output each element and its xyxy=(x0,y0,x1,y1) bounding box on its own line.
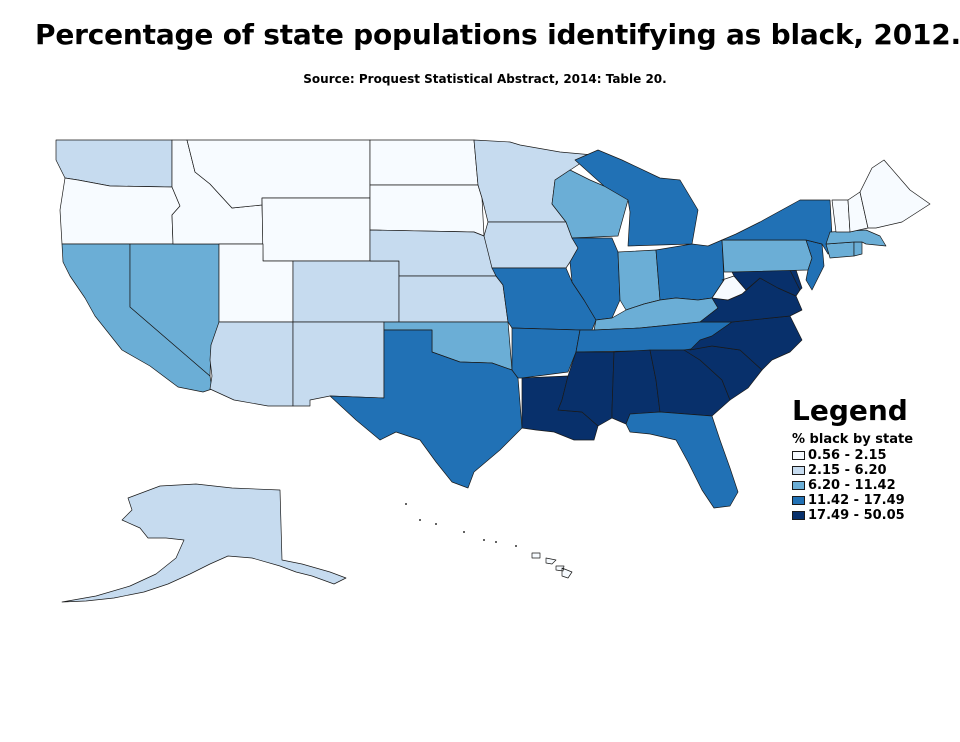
state-SD[interactable] xyxy=(369,184,485,237)
map-title: Percentage of state populations identify… xyxy=(35,18,960,51)
state-NJ[interactable] xyxy=(805,239,825,291)
state-FL[interactable] xyxy=(625,411,739,509)
state-PA[interactable] xyxy=(721,239,813,273)
island-dot xyxy=(483,539,485,541)
state-CO[interactable] xyxy=(292,260,400,323)
legend-row: 0.56 - 2.15 xyxy=(792,448,913,463)
legend-label: 17.49 - 50.05 xyxy=(808,508,905,523)
legend-row: 6.20 - 11.42 xyxy=(792,478,913,493)
map-subtitle: Source: Proquest Statistical Abstract, 2… xyxy=(303,72,667,86)
island-dot xyxy=(405,503,407,505)
state-ME[interactable] xyxy=(859,159,931,229)
legend-row: 11.42 - 17.49 xyxy=(792,493,913,508)
state-WY[interactable] xyxy=(261,197,371,262)
legend-swatch xyxy=(792,466,805,475)
island-dot xyxy=(435,523,437,525)
state-NC[interactable] xyxy=(689,315,803,371)
island-dot xyxy=(495,541,497,543)
legend-row: 2.15 - 6.20 xyxy=(792,463,913,478)
legend-label: 11.42 - 17.49 xyxy=(808,493,905,508)
legend-rows: 0.56 - 2.15 2.15 - 6.20 6.20 - 11.42 11.42 … xyxy=(792,448,913,523)
legend-swatch xyxy=(792,481,805,490)
legend-subtitle: % black by state xyxy=(792,432,914,447)
state-AK[interactable] xyxy=(61,483,347,603)
legend-swatch xyxy=(792,451,805,460)
legend-title: Legend xyxy=(792,394,908,427)
island-dot xyxy=(463,531,465,533)
legend-label: 2.15 - 6.20 xyxy=(808,463,887,478)
state-CT[interactable] xyxy=(825,241,855,259)
legend-row: 17.49 - 50.05 xyxy=(792,508,913,523)
state-VT[interactable] xyxy=(831,199,851,233)
island-dot xyxy=(419,519,421,521)
map-legend: Legend % black by state 0.56 - 2.15 2.15 … xyxy=(792,394,913,523)
state-TX[interactable] xyxy=(329,329,523,489)
legend-label: 0.56 - 2.15 xyxy=(808,448,887,463)
state-AZ[interactable] xyxy=(209,321,294,407)
island-dot xyxy=(515,545,517,547)
legend-swatch xyxy=(792,496,805,505)
state-NM[interactable] xyxy=(292,321,385,407)
state-MA[interactable] xyxy=(825,229,887,247)
state-OH[interactable] xyxy=(655,239,725,301)
legend-swatch xyxy=(792,511,805,520)
state-IA[interactable] xyxy=(483,221,579,269)
legend-label: 6.20 - 11.42 xyxy=(808,478,896,493)
state-HI[interactable] xyxy=(531,552,573,579)
state-KS[interactable] xyxy=(398,275,509,323)
state-OR[interactable] xyxy=(59,177,181,245)
state-MI[interactable] xyxy=(574,149,699,247)
state-RI[interactable] xyxy=(853,241,863,257)
state-ND[interactable] xyxy=(369,139,479,186)
state-IN[interactable] xyxy=(617,249,661,311)
